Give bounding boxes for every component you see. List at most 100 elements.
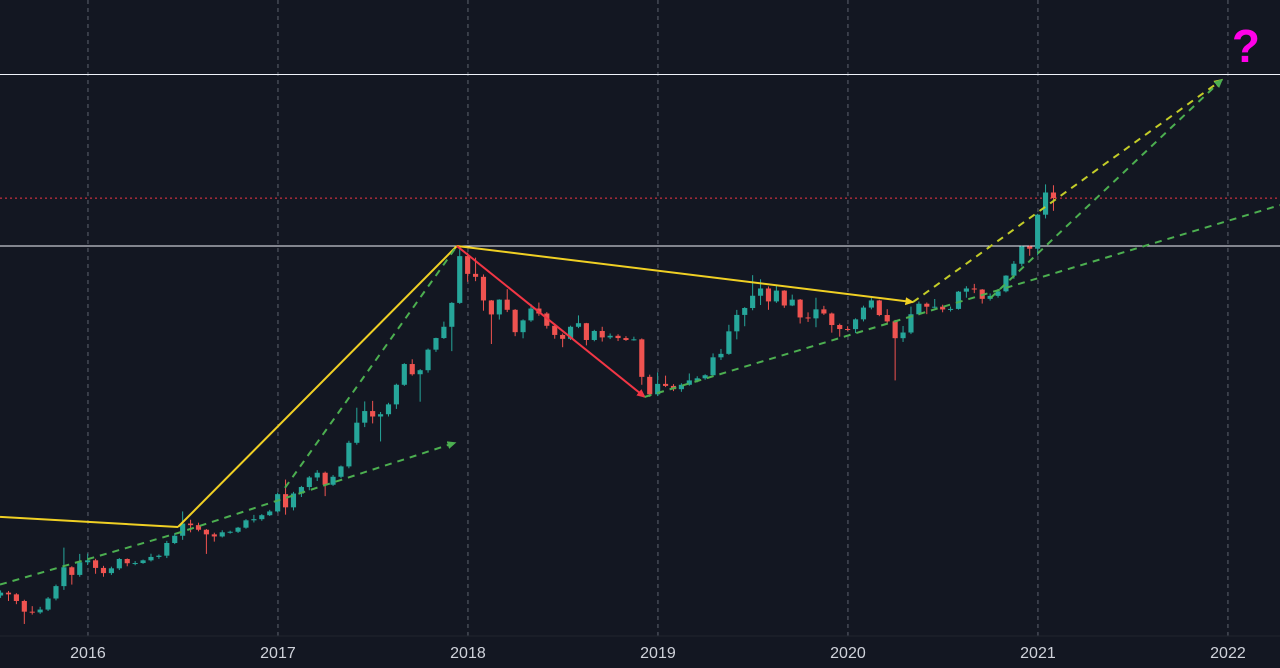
- candle: [615, 334, 621, 342]
- candle: [13, 593, 19, 605]
- candle-body: [615, 335, 621, 339]
- candle-body: [908, 314, 914, 333]
- candle: [900, 326, 906, 342]
- candle: [417, 369, 423, 402]
- candle-body: [1050, 192, 1057, 199]
- candle-body: [259, 515, 265, 520]
- candle-body: [947, 308, 954, 310]
- candle: [488, 300, 494, 344]
- red-2018-decline[interactable]: [456, 245, 646, 398]
- candle-body: [718, 353, 724, 358]
- candle-body: [140, 560, 146, 564]
- candle-body: [282, 494, 289, 508]
- candle-body: [53, 586, 59, 599]
- axis-layer[interactable]: 2016 2017 2018 2019 2020 2021 2022: [0, 635, 1280, 662]
- candle-body: [742, 308, 748, 315]
- green-2018-2022-support[interactable]: [644, 204, 1280, 398]
- candle: [686, 373, 692, 386]
- candle: [441, 321, 447, 339]
- green-2017-rally[interactable]: [284, 245, 458, 489]
- candle-body: [520, 320, 526, 333]
- candle: [726, 324, 732, 355]
- candle: [298, 485, 304, 498]
- candle-body: [560, 334, 566, 339]
- green-2020-2021-projection[interactable]: [989, 78, 1223, 299]
- candle-body: [449, 302, 455, 327]
- candle-body: [805, 317, 811, 319]
- candle-body: [591, 330, 597, 340]
- candle-body: [243, 520, 249, 528]
- candle: [377, 411, 384, 442]
- candle-body: [710, 357, 716, 376]
- candle: [940, 304, 946, 313]
- candle-body: [647, 376, 653, 395]
- candle-body: [354, 422, 360, 443]
- candle-body: [567, 326, 574, 339]
- candle-body: [789, 299, 795, 306]
- candle-body: [29, 611, 35, 613]
- candle: [884, 309, 890, 324]
- trendline-layer: [0, 78, 1280, 586]
- candle-body: [441, 326, 447, 339]
- candle: [108, 566, 114, 575]
- yellow-2016-2017-rally[interactable]: [177, 245, 458, 528]
- candle: [393, 383, 399, 409]
- candle: [21, 599, 27, 624]
- candle: [37, 606, 43, 614]
- candle: [1035, 213, 1041, 256]
- candle: [219, 530, 225, 538]
- green-2015-2017-support[interactable]: [0, 441, 457, 586]
- candle: [227, 530, 233, 534]
- candle: [813, 297, 819, 328]
- candle-body: [639, 339, 645, 377]
- candle: [647, 374, 653, 397]
- candle-body: [37, 609, 43, 613]
- candle: [92, 558, 99, 574]
- candle-body: [955, 291, 962, 309]
- candle-body: [694, 378, 700, 381]
- candle: [599, 326, 605, 342]
- candle-body: [726, 331, 732, 354]
- candle-body: [164, 543, 170, 556]
- candle: [504, 289, 510, 313]
- candle: [1027, 245, 1033, 256]
- candle: [797, 299, 803, 324]
- candle-body: [1019, 246, 1025, 264]
- candle-body: [686, 380, 692, 385]
- yellow-2015-2016-baseline[interactable]: [0, 515, 179, 528]
- candle-body: [172, 535, 178, 544]
- candle-body: [1011, 263, 1017, 276]
- candle: [781, 290, 787, 308]
- candle: [314, 470, 320, 482]
- candle-body: [219, 532, 225, 537]
- candle-body: [187, 523, 194, 526]
- candle: [639, 338, 645, 385]
- x-axis-label: 2016: [70, 645, 106, 662]
- candle-body: [457, 256, 463, 303]
- candle: [330, 475, 336, 486]
- candle-body: [13, 594, 19, 601]
- yellow-2018-2020-descending[interactable]: [456, 245, 915, 306]
- candle-body: [203, 529, 209, 535]
- candle-body: [362, 411, 368, 423]
- candle: [678, 383, 684, 392]
- candle-body: [845, 329, 851, 331]
- candle-body: [750, 295, 756, 309]
- candle-body: [21, 600, 27, 612]
- candle: [164, 540, 170, 559]
- yellow-2020-2021-projection[interactable]: [912, 78, 1224, 303]
- candle-body: [306, 477, 312, 488]
- candle-body: [583, 323, 589, 340]
- candle-body: [235, 527, 241, 532]
- candle: [124, 558, 130, 567]
- candle-body: [813, 309, 819, 319]
- candle: [5, 590, 12, 601]
- candle: [275, 492, 281, 513]
- candle: [77, 553, 83, 577]
- candle-body: [932, 306, 938, 308]
- candle: [837, 323, 843, 337]
- candle-body: [385, 404, 392, 415]
- candle-body: [1035, 214, 1041, 249]
